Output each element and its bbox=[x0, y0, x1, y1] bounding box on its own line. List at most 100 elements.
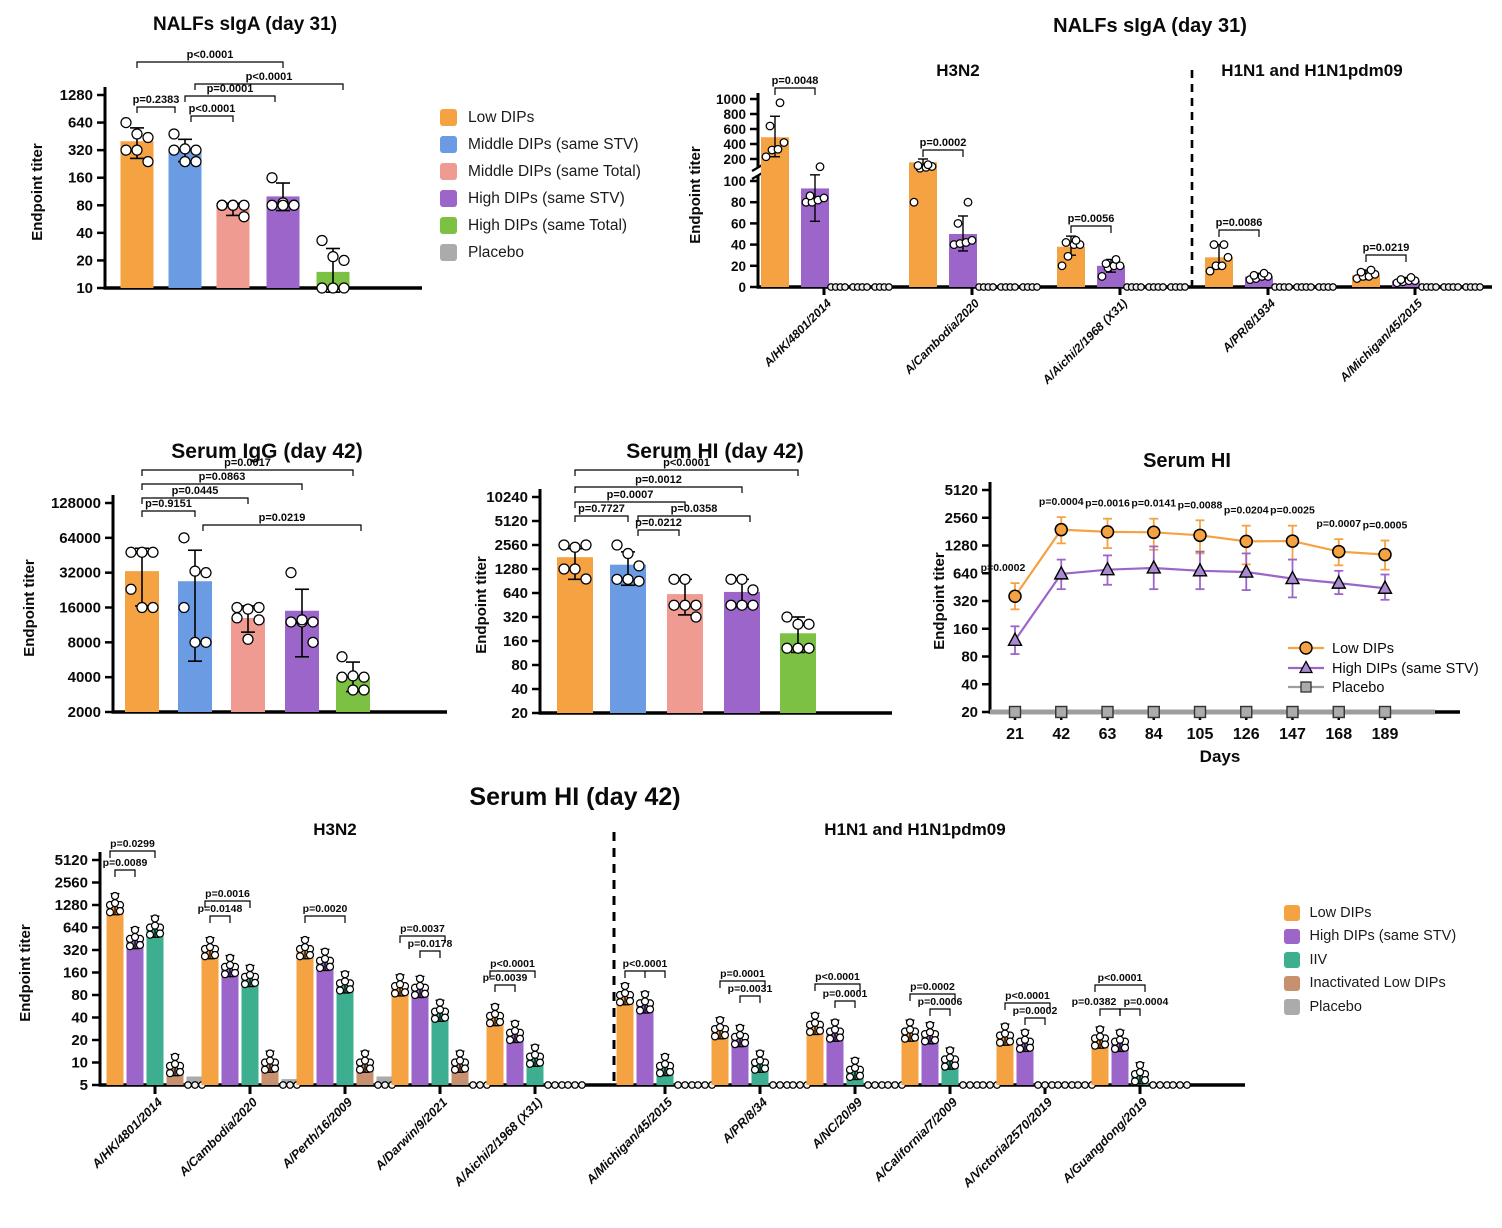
y-tick-label: 10 bbox=[71, 1055, 88, 1072]
bar-high-dips-same-stv bbox=[636, 1003, 654, 1085]
placebo-marker bbox=[1193, 705, 1207, 719]
baseline-point bbox=[1285, 283, 1293, 291]
data-point bbox=[225, 953, 235, 963]
data-point bbox=[913, 161, 923, 171]
data-point bbox=[225, 960, 235, 970]
bar-middle-dips-same-total bbox=[231, 617, 265, 712]
data-point bbox=[253, 601, 265, 614]
legend-dose-item-middle-dips-same-stv: Middle DIPs (same STV) bbox=[440, 131, 641, 158]
legend-dose-groups: Low DIPs Middle DIPs (same STV) Middle DIP… bbox=[440, 104, 641, 266]
p-value-label: p<0.0001 bbox=[490, 958, 535, 970]
y-tick-label: 320 bbox=[68, 142, 93, 159]
bar-iiv bbox=[431, 1011, 449, 1085]
data-point bbox=[1115, 1028, 1125, 1037]
data-point bbox=[170, 1052, 180, 1062]
data-point bbox=[792, 618, 804, 630]
data-point bbox=[358, 684, 370, 696]
baseline-point bbox=[966, 1081, 974, 1089]
data-point bbox=[620, 988, 630, 998]
baseline-point bbox=[1159, 283, 1167, 291]
data-point bbox=[830, 1025, 840, 1034]
y-tick-label: 128000 bbox=[51, 495, 101, 512]
significance-bracket bbox=[834, 1000, 856, 1008]
baseline-point bbox=[1156, 1081, 1164, 1089]
data-point bbox=[250, 978, 260, 988]
bar-low-dips bbox=[761, 137, 789, 287]
data-point bbox=[825, 1034, 835, 1043]
p-value-label: p=0.0007 bbox=[1316, 518, 1361, 530]
data-point bbox=[365, 1064, 375, 1073]
y-axis-title: Endpoint titer bbox=[931, 552, 948, 650]
significance-bracket bbox=[1004, 1002, 1051, 1010]
chart-serum-igg-day42: Serum IgG (day 42) Endpoint titer 2000 4000… bbox=[21, 440, 447, 721]
data-point bbox=[307, 616, 319, 628]
data-point bbox=[358, 671, 370, 683]
data-point bbox=[735, 1030, 745, 1040]
y-tick-label: 20 bbox=[961, 704, 978, 721]
legend-swatch-low-dips bbox=[1284, 905, 1300, 921]
data-point bbox=[165, 1069, 175, 1078]
legend-label: Placebo bbox=[1332, 680, 1384, 696]
data-point bbox=[490, 1002, 500, 1012]
p-value-label: p=0.0002 bbox=[1013, 1005, 1058, 1017]
y-tick-label: 200 bbox=[723, 152, 746, 167]
bar-high-dips-same-stv bbox=[724, 591, 760, 713]
data-point bbox=[200, 567, 212, 579]
data-point bbox=[490, 1009, 500, 1019]
series-marker-low-dips bbox=[1008, 589, 1022, 604]
bar-middle-dips-same-stv bbox=[168, 150, 202, 288]
data-point bbox=[679, 599, 691, 611]
y-tick-label: 40 bbox=[76, 225, 93, 242]
p-value-label: p=0.0025 bbox=[1270, 505, 1315, 517]
p-value-label: p=0.0299 bbox=[110, 838, 155, 850]
p-value-label: p=0.0219 bbox=[259, 512, 306, 524]
data-point bbox=[210, 950, 220, 960]
data-point bbox=[950, 1061, 960, 1070]
data-point bbox=[179, 143, 191, 155]
data-point bbox=[1140, 1076, 1150, 1085]
x-tick-label: 21 bbox=[1006, 726, 1024, 743]
data-point bbox=[136, 546, 148, 558]
y-axis-title: Endpoint titer bbox=[17, 924, 34, 1022]
p-value-label: p=0.0089 bbox=[103, 857, 148, 869]
data-point bbox=[1095, 1032, 1105, 1041]
data-point bbox=[125, 942, 135, 951]
data-point bbox=[110, 898, 120, 908]
significance-bracket bbox=[204, 900, 251, 908]
data-point bbox=[231, 601, 243, 614]
chart-title: Serum HI (day 42) bbox=[469, 783, 680, 811]
data-point bbox=[615, 998, 625, 1007]
legend-dose-item-middle-dips-same-total: Middle DIPs (same Total) bbox=[440, 158, 641, 185]
data-point bbox=[460, 1064, 470, 1073]
data-point bbox=[320, 947, 330, 956]
y-tick-label: 5120 bbox=[945, 482, 978, 499]
legend-swatch-high-dips-same-total bbox=[440, 217, 457, 234]
p-value-label: p=0.0004 bbox=[1124, 996, 1169, 1008]
data-point bbox=[779, 138, 789, 147]
data-point bbox=[1020, 1028, 1030, 1037]
baseline-point bbox=[184, 1081, 192, 1089]
data-point bbox=[1100, 1040, 1110, 1049]
y-axis-title: Endpoint titer bbox=[687, 146, 704, 244]
baseline-point bbox=[674, 1081, 682, 1089]
baseline-point bbox=[841, 283, 849, 291]
legend-bottom-item-placebo: Placebo bbox=[1284, 995, 1456, 1019]
legend-dose-item-placebo: Placebo bbox=[440, 239, 641, 266]
baseline-point bbox=[989, 283, 997, 291]
y-tick-label: 80 bbox=[71, 987, 88, 1004]
data-point bbox=[178, 532, 190, 544]
data-point bbox=[835, 1033, 845, 1042]
data-point bbox=[420, 989, 430, 998]
y-tick-label: 160 bbox=[68, 170, 93, 187]
baseline-point bbox=[476, 1081, 484, 1089]
data-point bbox=[900, 1034, 910, 1043]
bar-low-dips bbox=[1091, 1038, 1109, 1085]
data-point bbox=[803, 618, 815, 630]
data-point bbox=[495, 1017, 505, 1027]
data-point bbox=[558, 563, 570, 575]
series-marker-high-dips-same-stv bbox=[1238, 563, 1254, 578]
x-category-label: A/Victoria/2570/2019 bbox=[959, 1095, 1055, 1191]
significance-bracket bbox=[739, 995, 761, 1003]
bar-high-dips-same-stv bbox=[506, 1032, 524, 1085]
baseline-point bbox=[1329, 283, 1337, 291]
